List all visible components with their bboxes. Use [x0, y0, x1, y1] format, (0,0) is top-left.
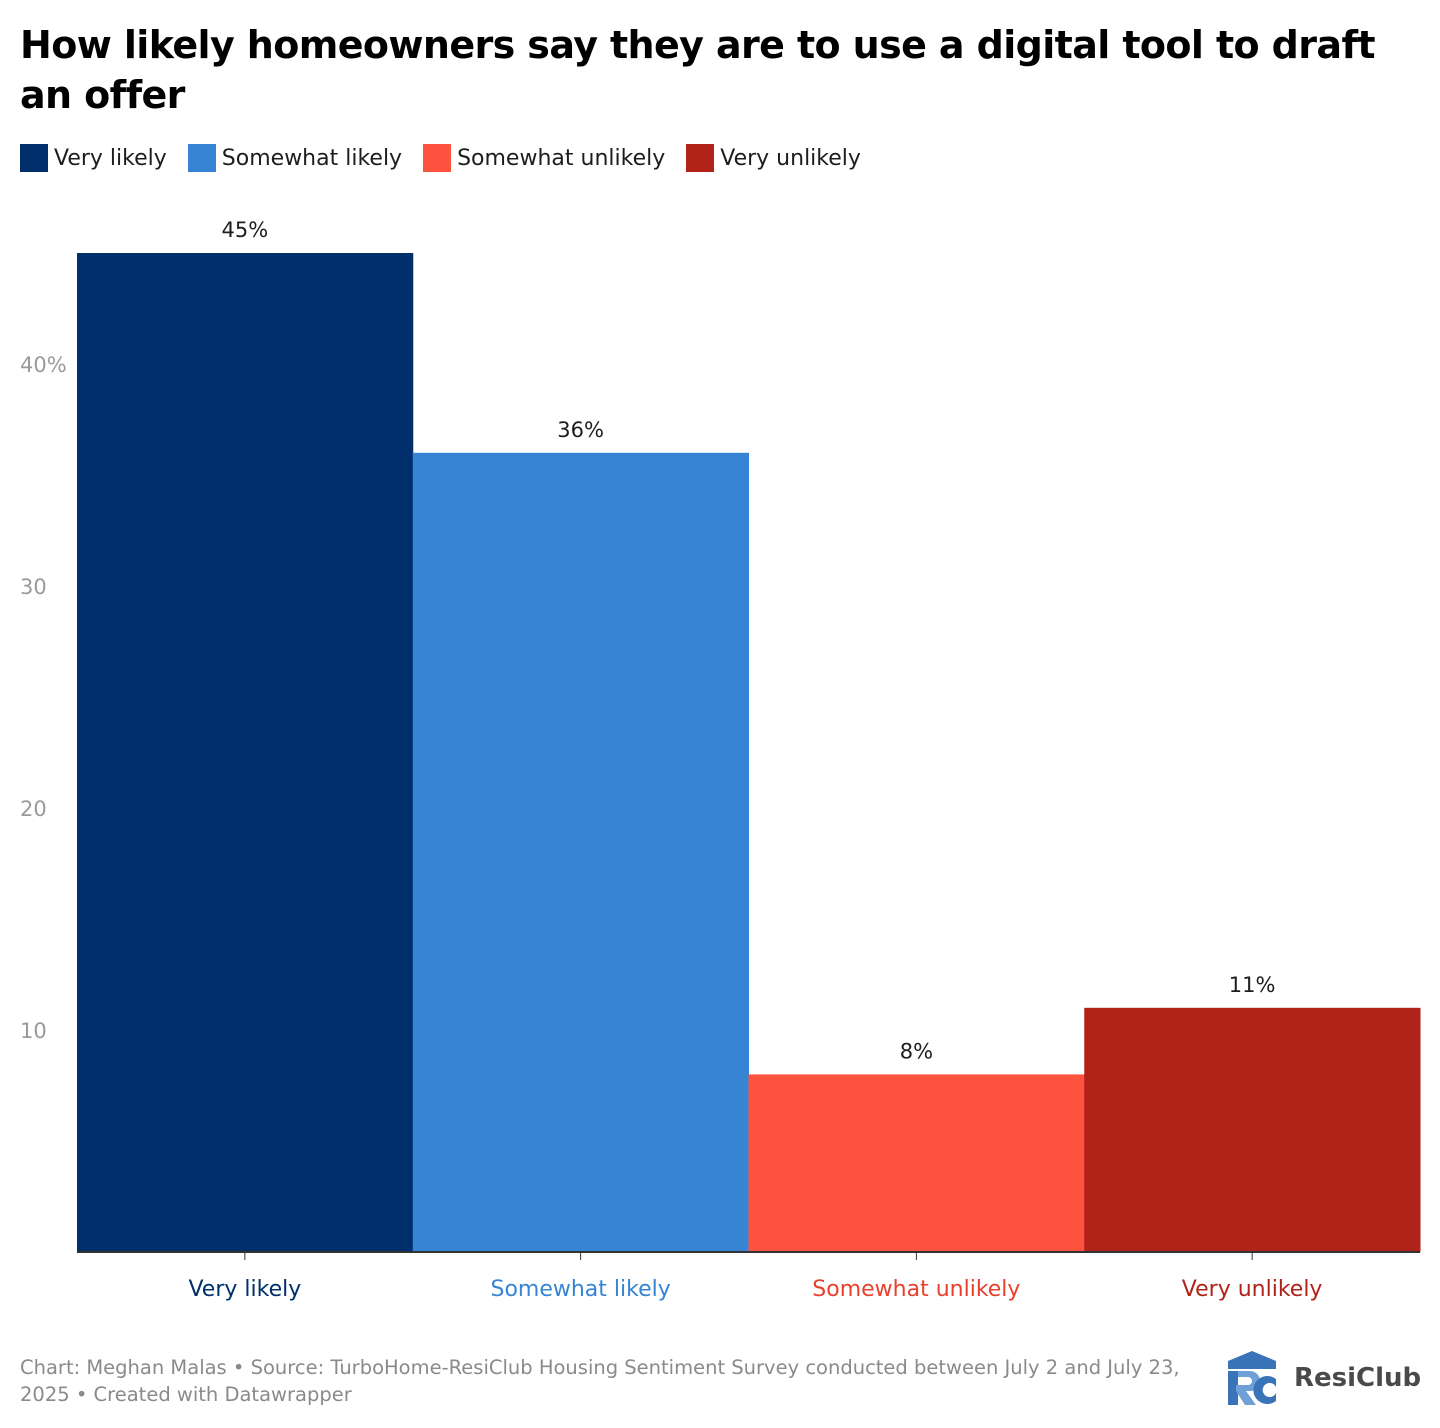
chart-footer: Chart: Meghan Malas • Source: TurboHome-…	[20, 1356, 1180, 1406]
x-tick-label: Very likely	[188, 1277, 301, 1302]
x-tick-label: Somewhat unlikely	[812, 1277, 1020, 1302]
legend-swatch	[187, 144, 216, 172]
legend-label: Somewhat likely	[221, 145, 403, 171]
bar-value-label: 11%	[1229, 973, 1276, 997]
legend-label: Very unlikely	[720, 145, 861, 171]
y-tick-label: 30	[20, 575, 47, 599]
legend-swatch	[20, 144, 48, 172]
legend-item-very-likely: Very likely	[20, 144, 167, 172]
bar	[77, 253, 414, 1252]
bar-value-label: 36%	[557, 418, 604, 442]
legend-swatch	[686, 144, 715, 172]
legend-item-somewhat-likely: Somewhat likely	[187, 144, 403, 172]
x-tick-label: Somewhat likely	[490, 1277, 670, 1302]
legend-label: Somewhat unlikely	[457, 145, 666, 171]
resiclub-logo: ResiClub	[1224, 1348, 1424, 1408]
bar	[412, 452, 749, 1252]
logo-text: ResiClub	[1294, 1363, 1422, 1393]
legend-swatch	[423, 144, 452, 172]
x-tick-label: Very unlikely	[1182, 1277, 1323, 1302]
bar-chart: 10 20 30 40% 45% Very likely 36% Somewhat likel…	[20, 218, 1421, 1302]
chart-title: How likely homeowners say they are to us…	[20, 23, 1376, 117]
y-tick-label: 40%	[20, 353, 67, 377]
bar-value-label: 8%	[900, 1039, 933, 1063]
legend-label: Very likely	[54, 145, 167, 171]
y-tick-label: 20	[20, 797, 47, 821]
legend-item-very-unlikely: Very unlikely	[686, 144, 861, 172]
bar-value-label: 45%	[222, 218, 269, 242]
legend: Very likely Somewhat likely Somewhat unl…	[20, 143, 882, 173]
resiclub-logo-icon	[1228, 1351, 1276, 1405]
y-tick-label: 10	[20, 1019, 47, 1043]
bar	[748, 1074, 1085, 1252]
legend-item-somewhat-unlikely: Somewhat unlikely	[423, 144, 665, 172]
bar	[1084, 1007, 1421, 1252]
